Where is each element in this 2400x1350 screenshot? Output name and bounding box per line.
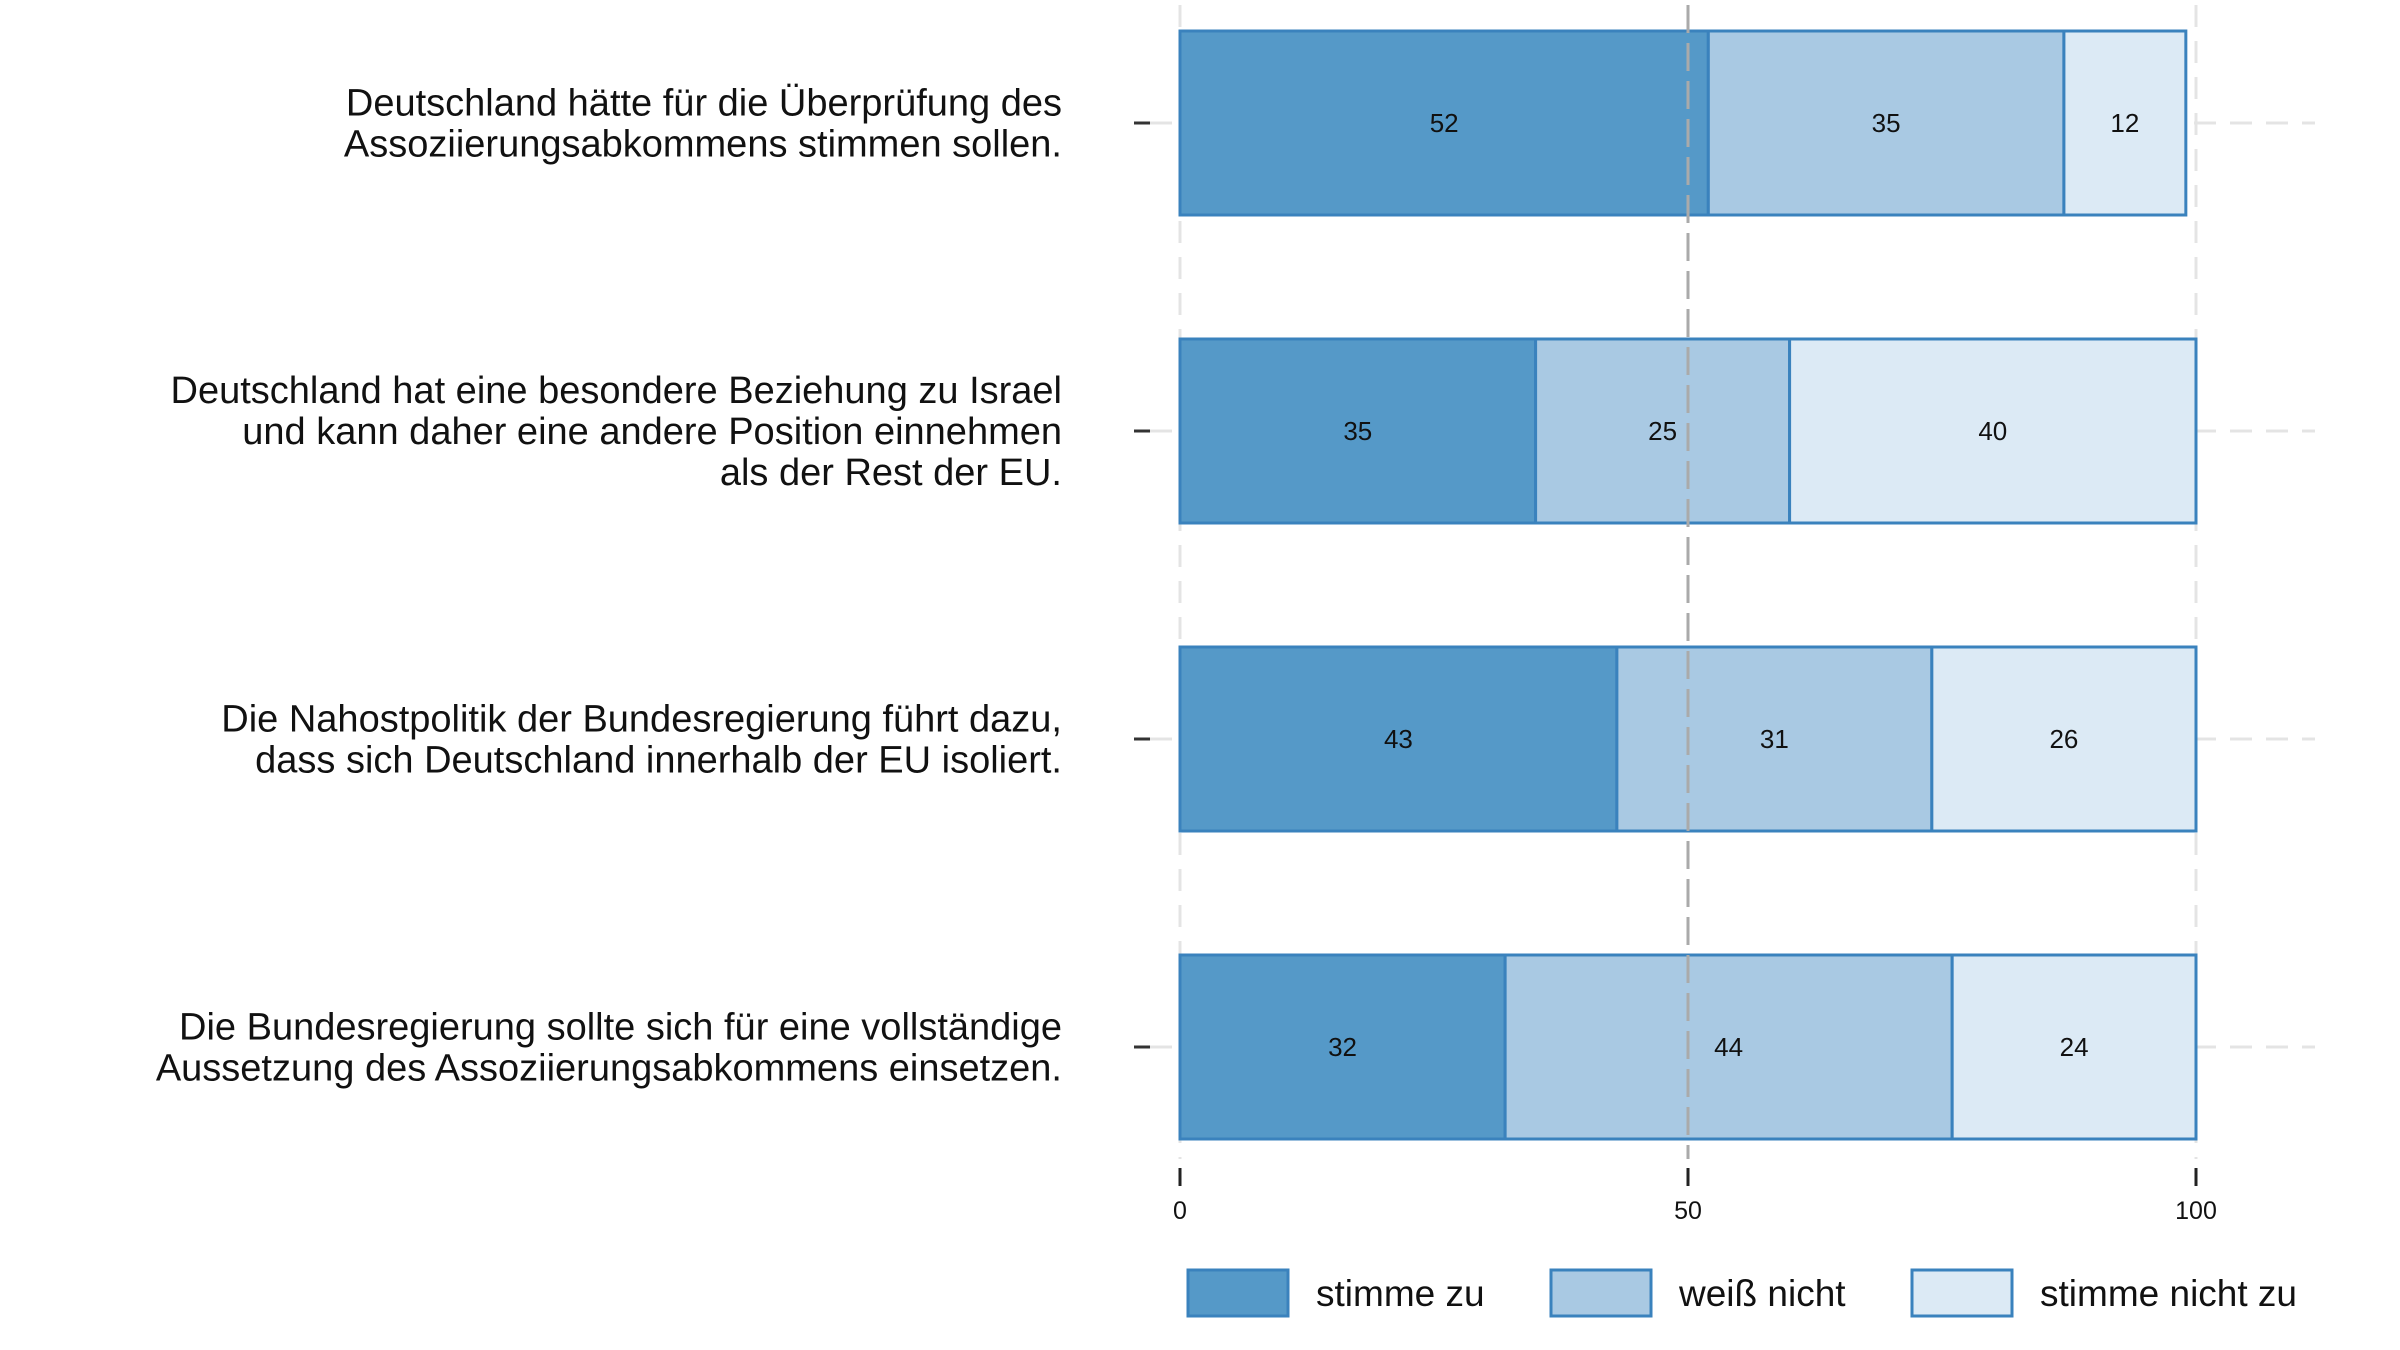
category-label: Deutschland hat eine besondere Beziehung…	[171, 370, 1063, 412]
bar-segment-weiss-nicht	[1706, 29, 2066, 217]
bar-segment-stimme-zu	[1178, 29, 1710, 217]
bar-segment-weiss-nicht	[1534, 337, 1792, 525]
bar-segment-stimme-nicht-zu	[1930, 645, 2198, 833]
data-label: 24	[2060, 1032, 2089, 1062]
data-label: 35	[1343, 416, 1372, 446]
data-label: 31	[1760, 724, 1789, 754]
data-label: 12	[2110, 108, 2139, 138]
category-label: dass sich Deutschland innerhalb der EU i…	[255, 740, 1062, 782]
bar-segment-stimme-zu	[1178, 645, 1619, 833]
data-label: 43	[1384, 724, 1413, 754]
bar-segment-weiss-nicht	[1503, 953, 1954, 1141]
category-label: Aussetzung des Assoziierungsabkommens ei…	[156, 1048, 1062, 1090]
bar-segment-stimme-nicht-zu	[1788, 337, 2198, 525]
legend-label: stimme zu	[1316, 1273, 1485, 1314]
legend-swatch	[1910, 1268, 2014, 1318]
data-label: 35	[1872, 108, 1901, 138]
data-label: 26	[2049, 724, 2078, 754]
data-label: 40	[1978, 416, 2007, 446]
bar-segment-stimme-nicht-zu	[2062, 29, 2188, 217]
legend-label: stimme nicht zu	[2040, 1273, 2297, 1314]
category-label: und kann daher eine andere Position einn…	[242, 411, 1062, 453]
legend-swatch	[1549, 1268, 1653, 1318]
category-label: Die Nahostpolitik der Bundesregierung fü…	[221, 699, 1062, 741]
category-label: als der Rest der EU.	[720, 452, 1062, 494]
category-label: Deutschland hätte für die Überprüfung de…	[346, 83, 1062, 125]
bar-segment-weiss-nicht	[1615, 645, 1934, 833]
data-label: 32	[1328, 1032, 1357, 1062]
category-label: Die Bundesregierung sollte sich für eine…	[179, 1007, 1062, 1049]
x-tick-label: 100	[2175, 1197, 2217, 1225]
bar-segment-stimme-zu	[1178, 337, 1538, 525]
category-label: Assoziierungsabkommens stimmen sollen.	[344, 124, 1062, 166]
legend-label: weiß nicht	[1678, 1273, 1846, 1314]
bar-segment-stimme-nicht-zu	[1950, 953, 2198, 1141]
x-tick-label: 0	[1173, 1197, 1187, 1225]
data-label: 25	[1648, 416, 1677, 446]
data-label: 44	[1714, 1032, 1743, 1062]
data-label: 52	[1430, 108, 1459, 138]
legend-swatch	[1186, 1268, 1290, 1318]
x-tick-label: 50	[1674, 1197, 1702, 1225]
